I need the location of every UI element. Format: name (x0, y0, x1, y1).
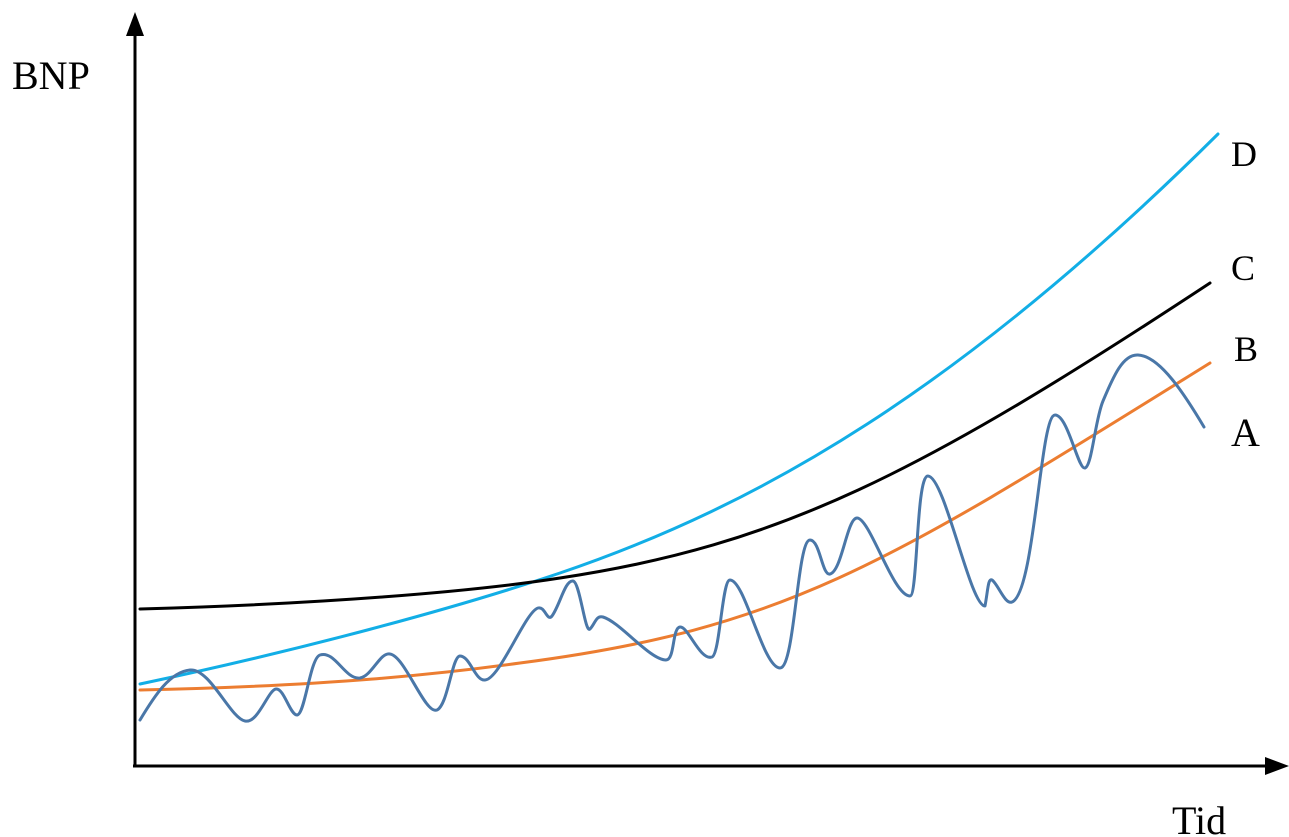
y-axis-arrow (126, 12, 144, 36)
curve-b-label: B (1234, 329, 1258, 369)
y-axis-label: BNP (12, 53, 90, 98)
curve-a (138, 353, 1206, 723)
curve-a-label: A (1231, 410, 1260, 455)
x-axis-label: Tid (1172, 798, 1226, 837)
curve-b (138, 361, 1212, 692)
curve-c (138, 281, 1212, 611)
curve-c-label: C (1231, 248, 1255, 288)
x-axis-arrow (1265, 757, 1289, 775)
curve-d-label: D (1231, 134, 1257, 174)
curve-d (138, 132, 1220, 686)
